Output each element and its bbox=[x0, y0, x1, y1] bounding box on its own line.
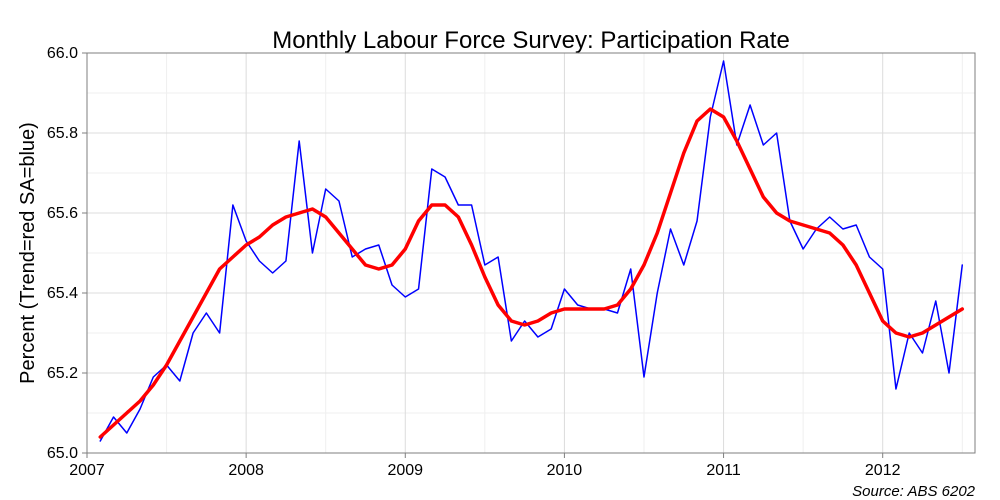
series-layer bbox=[98, 60, 965, 442]
minor-grid bbox=[87, 53, 975, 453]
plot-border bbox=[86, 52, 976, 454]
x-tick-labels: 2007 2008 2009 2010 2011 2012 bbox=[69, 462, 900, 479]
y-tick-label: 65.8 bbox=[47, 125, 78, 142]
sa-series-line bbox=[99, 60, 964, 442]
x-tick-label: 2008 bbox=[228, 462, 264, 479]
x-tick-label: 2012 bbox=[865, 462, 901, 479]
trend-series-line bbox=[98, 107, 965, 439]
chart-title: Monthly Labour Force Survey: Participati… bbox=[272, 27, 790, 54]
y-axis-label: Percent (Trend=red SA=blue) bbox=[17, 122, 39, 384]
x-tick-label: 2007 bbox=[69, 462, 105, 479]
y-tick-label: 65.6 bbox=[47, 205, 78, 222]
y-tick-label: 65.4 bbox=[47, 285, 78, 302]
x-tick-label: 2010 bbox=[547, 462, 583, 479]
y-tick-labels: 65.0 65.2 65.4 65.6 65.8 66.0 bbox=[47, 45, 78, 462]
x-tick-label: 2009 bbox=[387, 462, 423, 479]
axis-ticks bbox=[82, 52, 884, 458]
y-tick-label: 65.2 bbox=[47, 365, 78, 382]
x-tick-label: 2011 bbox=[706, 462, 741, 479]
y-tick-label: 66.0 bbox=[47, 45, 78, 62]
y-tick-label: 65.0 bbox=[47, 445, 78, 462]
source-caption: Source: ABS 6202 bbox=[852, 483, 976, 500]
